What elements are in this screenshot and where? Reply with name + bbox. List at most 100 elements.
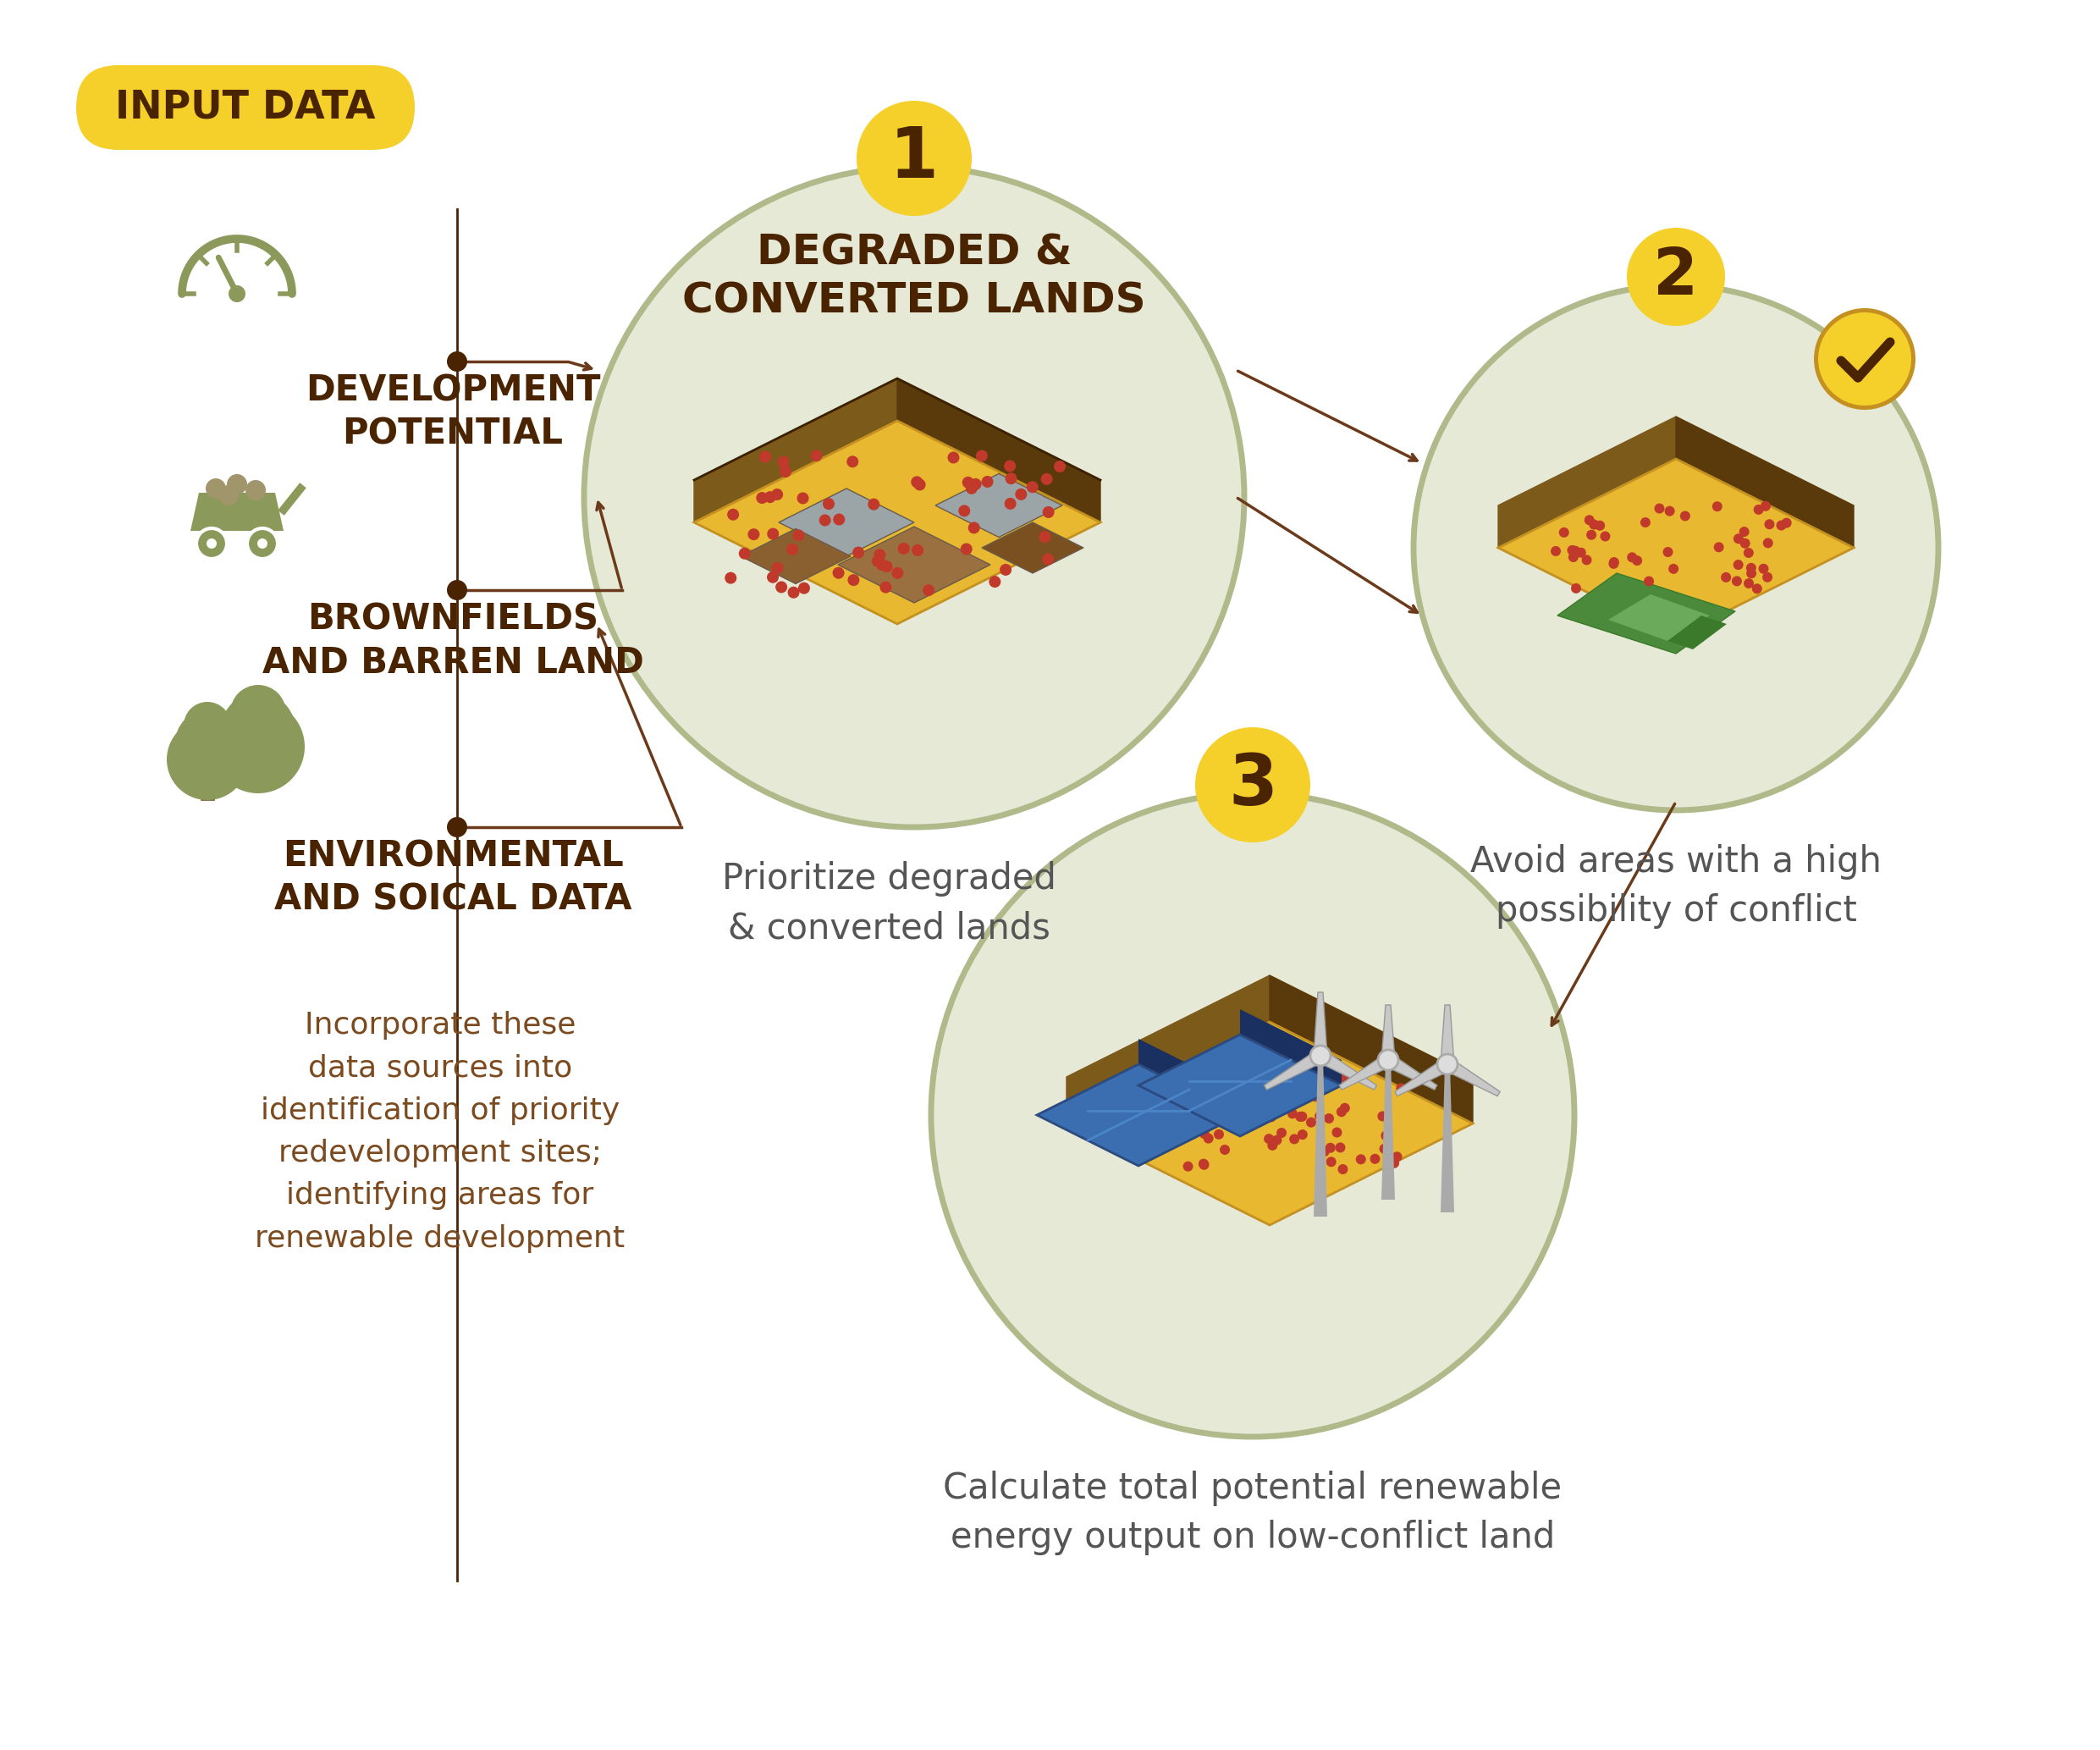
Circle shape [1040,530,1050,542]
Circle shape [1558,527,1569,537]
Circle shape [819,514,832,527]
Circle shape [1306,1116,1317,1127]
Circle shape [724,572,737,584]
Polygon shape [838,527,991,602]
Circle shape [1298,1111,1306,1122]
Text: BROWNFIELDS
AND BARREN LAND: BROWNFIELDS AND BARREN LAND [262,602,643,681]
Circle shape [1760,500,1770,511]
Circle shape [1764,520,1775,528]
Circle shape [1252,1080,1262,1090]
Circle shape [1413,285,1938,810]
Text: Avoid areas with a high
possibility of conflict: Avoid areas with a high possibility of c… [1470,844,1882,929]
Circle shape [1751,583,1762,593]
Circle shape [823,499,834,509]
Polygon shape [1067,975,1270,1124]
Circle shape [447,352,466,371]
Circle shape [1357,1155,1365,1164]
Circle shape [798,492,808,504]
Circle shape [1203,1080,1214,1090]
Circle shape [1569,551,1579,562]
Circle shape [1325,1157,1336,1167]
Circle shape [899,542,909,555]
Circle shape [1182,1162,1193,1171]
Text: DEVELOPMENT
POTENTIAL: DEVELOPMENT POTENTIAL [304,373,601,452]
Polygon shape [741,528,851,585]
Circle shape [1714,542,1724,553]
Circle shape [1298,1129,1308,1139]
Circle shape [1004,497,1016,509]
Polygon shape [695,420,1100,625]
Circle shape [206,478,227,499]
Circle shape [834,513,844,525]
Circle shape [1762,572,1772,583]
Circle shape [911,544,924,556]
Circle shape [1336,1106,1346,1116]
Circle shape [1199,1116,1210,1127]
Circle shape [174,711,239,775]
Circle shape [1814,308,1915,410]
Circle shape [1378,1050,1399,1071]
Circle shape [960,542,972,555]
Circle shape [989,576,1002,588]
Polygon shape [1138,1034,1342,1136]
Circle shape [1212,1099,1220,1108]
Circle shape [1014,488,1027,501]
Circle shape [1205,1078,1216,1088]
Circle shape [966,483,976,494]
Circle shape [183,702,231,749]
Polygon shape [1138,1040,1239,1115]
Circle shape [166,719,248,800]
Circle shape [930,793,1575,1437]
Circle shape [1743,548,1754,558]
Circle shape [1667,564,1678,574]
Circle shape [1250,1110,1260,1120]
Circle shape [1600,532,1611,541]
Circle shape [1609,558,1619,569]
Polygon shape [1609,595,1709,640]
Circle shape [1168,1130,1176,1141]
Circle shape [756,492,769,504]
Circle shape [1208,1113,1218,1124]
Circle shape [1594,520,1604,530]
Circle shape [1142,1120,1151,1131]
Circle shape [1777,520,1787,530]
Circle shape [962,476,974,488]
Circle shape [792,530,804,541]
Circle shape [880,581,892,593]
Circle shape [447,579,466,600]
Circle shape [248,528,277,558]
Text: Incorporate these
data sources into
identification of priority
redevelopment sit: Incorporate these data sources into iden… [254,1011,626,1253]
Polygon shape [1067,1022,1472,1225]
Circle shape [1142,1122,1153,1132]
Circle shape [876,558,888,571]
Circle shape [1319,1146,1329,1157]
Polygon shape [779,488,914,556]
Circle shape [853,546,865,558]
Circle shape [1199,1101,1210,1111]
Circle shape [1273,1136,1281,1144]
Circle shape [788,544,798,555]
Circle shape [1042,473,1052,485]
Circle shape [1680,511,1691,522]
Circle shape [197,528,227,558]
Circle shape [892,567,903,579]
Circle shape [976,450,987,462]
Circle shape [1264,1134,1275,1144]
Circle shape [1644,576,1655,586]
Polygon shape [1497,458,1854,637]
Circle shape [1004,460,1016,473]
Polygon shape [1441,1064,1453,1213]
Polygon shape [897,378,1100,523]
Polygon shape [1382,1004,1394,1060]
Circle shape [1006,473,1016,485]
Text: 2: 2 [1653,245,1699,308]
Circle shape [788,586,800,599]
Circle shape [1583,514,1594,525]
Circle shape [584,166,1245,828]
Circle shape [1054,460,1065,473]
Circle shape [1277,1127,1287,1138]
Circle shape [1819,313,1911,406]
Polygon shape [1497,416,1676,548]
Circle shape [1781,518,1791,528]
Circle shape [1287,1108,1298,1118]
